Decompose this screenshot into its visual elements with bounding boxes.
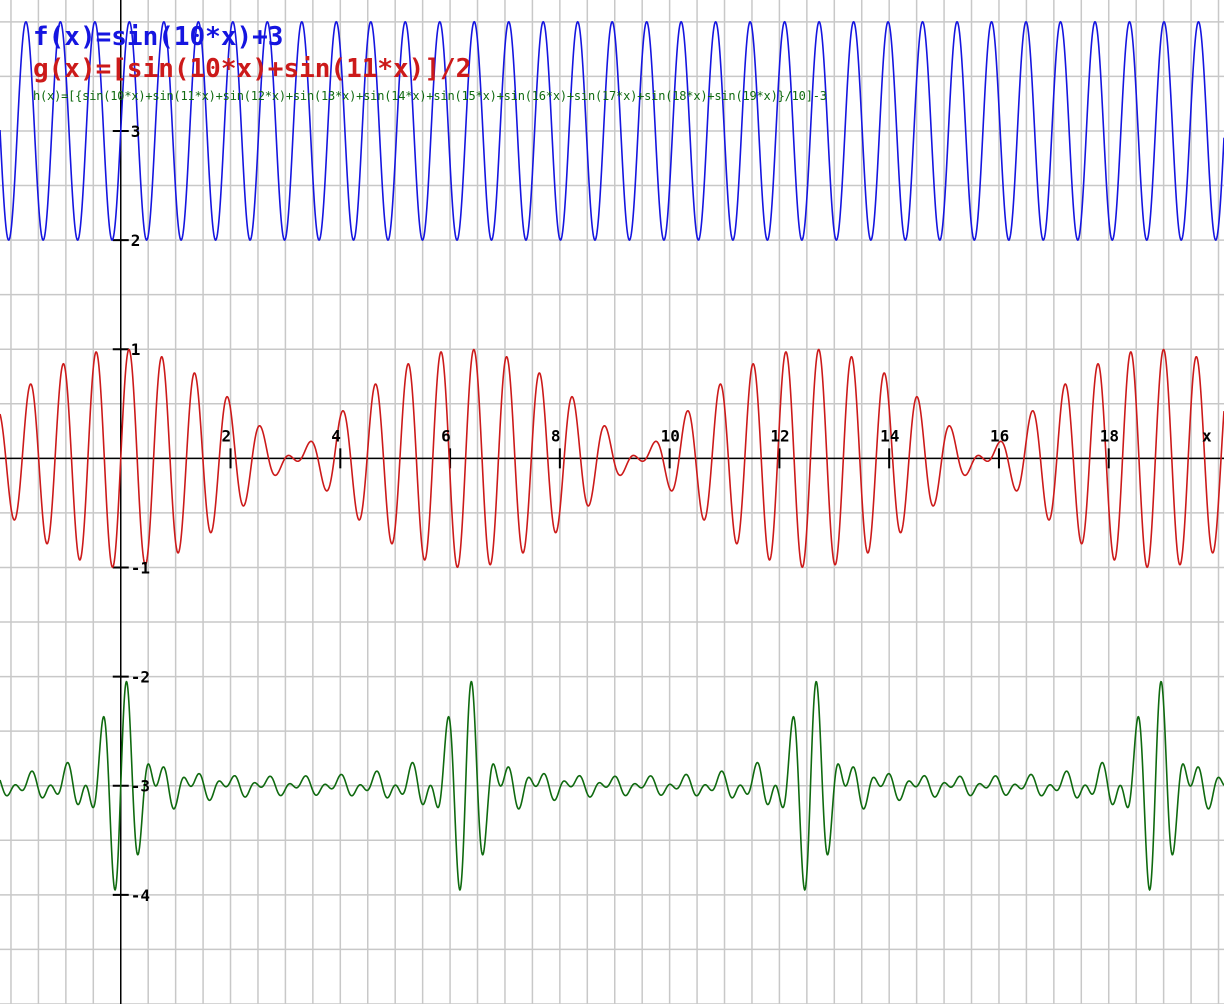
x-tick-label-6: 6 [441,426,451,445]
x-tick-label-18: 18 [1100,426,1119,445]
y-tick-label--3: -3 [131,777,150,796]
x-tick-label-12: 12 [770,426,789,445]
y-tick-label--2: -2 [131,668,150,687]
x-tick-label-16: 16 [990,426,1009,445]
y-tick-label--4: -4 [131,886,150,905]
legend-entry-h: h(x)=[{sin(10*x)+sin(11*x)+sin(12*x)+sin… [33,89,827,103]
y-tick-label-1: 1 [131,340,141,359]
series-line-0 [0,20,1224,242]
x-tick-label-2: 2 [222,426,232,445]
x-tick-label-4: 4 [331,426,341,445]
x-tick-label-8: 8 [551,426,561,445]
y-tick-label-2: 2 [131,231,141,250]
y-tick-label-3: 3 [131,122,141,141]
y-tick-label--1: -1 [131,558,150,577]
series-line-1 [0,348,1224,569]
series-line-2 [0,680,1224,892]
x-tick-label-14: 14 [880,426,899,445]
x-axis-label: x [1202,426,1212,445]
legend-entry-f: f(x)=sin(10*x)+3 [33,22,284,52]
legend-entry-g: g(x)=[sin(10*x)+sin(11*x)]/2 [33,54,472,84]
x-tick-label-10: 10 [661,426,680,445]
tick-labels: 2 4 6 8 10 12 14 16 18 x 3 2 1 -1 -2 -3 -4 [131,122,1212,905]
series-lines [0,20,1224,892]
